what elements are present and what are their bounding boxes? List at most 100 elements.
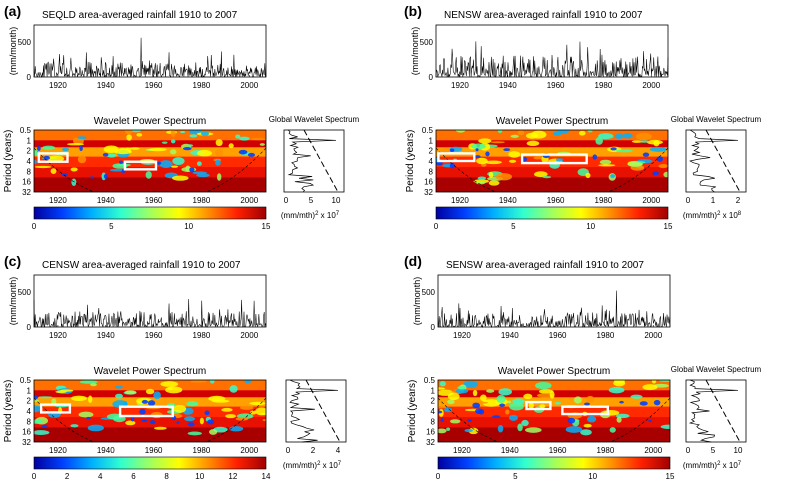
wps-blob: [528, 402, 534, 409]
timeseries-xtick: 1960: [547, 81, 565, 90]
wps-blob-low: [61, 173, 68, 177]
colorbar-tick: 10: [184, 222, 193, 231]
wps-blob-low: [652, 171, 660, 176]
wps-title: Wavelet Power Spectrum: [496, 116, 608, 127]
wps-blob-low: [130, 416, 135, 422]
wps-blob-low: [102, 152, 109, 157]
gws-xtick: 2: [311, 446, 316, 455]
wps-blob: [88, 395, 93, 403]
colorbar-tick: 4: [98, 472, 103, 481]
wps-blob: [262, 418, 266, 422]
wps-blob: [196, 173, 210, 178]
timeseries-ytick: 500: [420, 38, 434, 47]
wps-band: [34, 140, 266, 148]
gws-xlabel-sup: 2: [717, 461, 721, 467]
gws-xtick: 0: [284, 196, 289, 205]
colorbar-tick: 0: [32, 222, 37, 231]
highlight-box: [525, 400, 552, 411]
highlight-box: [37, 152, 69, 163]
wps-blob: [34, 399, 40, 402]
wps-ytick: 0.5: [20, 376, 32, 385]
gws-xlabel-sup: 2: [717, 211, 721, 217]
wps-blob-low: [176, 421, 180, 424]
gws-significance-line: [303, 129, 339, 193]
wps-ytick: 16: [22, 178, 31, 187]
timeseries-title: SENSW area-averaged rainfall 1910 to 200…: [446, 260, 644, 271]
gws-spectrum-line: [689, 129, 739, 193]
wps-blob: [573, 396, 582, 404]
timeseries-xtick: 1920: [451, 81, 469, 90]
wps-ytick: 2: [431, 397, 436, 406]
wps-blob: [447, 392, 460, 401]
wps-axes: [33, 129, 267, 193]
timeseries-xtick: 1940: [499, 81, 517, 90]
gws-xlabel-base: (mm/mth): [683, 211, 718, 220]
wps-blob: [196, 149, 212, 157]
wps-band: [34, 147, 266, 157]
wps-xtick: 1920: [49, 196, 67, 205]
highlight-box: [123, 160, 158, 171]
wps-blob: [446, 427, 451, 431]
colorbar-tick: 5: [513, 472, 518, 481]
wps-blob: [498, 388, 512, 396]
wps-blob-low: [438, 410, 443, 414]
wps-blob: [538, 389, 554, 394]
wps-ytick: 8: [27, 167, 32, 176]
wps-blob-low: [103, 174, 108, 179]
wps-blob: [578, 130, 586, 136]
wps-blob: [642, 384, 658, 391]
wps-xtick: 2000: [644, 446, 662, 455]
colorbar-tick: 15: [666, 472, 675, 481]
timeseries-xtick: 1920: [49, 331, 67, 340]
wps-xtick: 1920: [451, 196, 469, 205]
wps-ytick: 1: [27, 136, 32, 145]
wps-blob: [153, 391, 161, 400]
wps-blob: [229, 426, 244, 432]
wps-blob: [235, 134, 241, 139]
highlight-box: [520, 153, 588, 165]
wps-blob: [42, 145, 56, 150]
wps-blob: [170, 130, 176, 137]
wps-xtick: 2000: [642, 196, 660, 205]
wps-blob: [71, 178, 77, 186]
wps-blob-low: [642, 152, 650, 157]
wps-blob-low: [449, 162, 455, 169]
wps-blob: [235, 417, 249, 421]
wps-ytick: 4: [431, 407, 436, 416]
wps-blob: [215, 148, 224, 157]
wps-xtick: 1960: [145, 446, 163, 455]
wps-blob: [663, 171, 668, 178]
wps-blob-low: [472, 402, 481, 409]
wps-blob: [549, 390, 555, 399]
wps-blob-low: [187, 422, 195, 427]
timeseries-xtick: 1940: [97, 81, 115, 90]
timeseries-ytick: 0: [429, 73, 434, 82]
wps-blob: [439, 381, 446, 387]
timeseries-ylabel: (mm/month): [8, 27, 18, 76]
wps-blob-low: [436, 161, 443, 166]
wps-blob: [34, 430, 50, 436]
timeseries-ylabel: (mm/month): [410, 27, 420, 76]
colorbar: [33, 206, 267, 220]
wps-blob: [508, 159, 517, 163]
wps-blob: [208, 429, 218, 435]
timeseries-axes: [33, 274, 267, 328]
wps-blob-low: [474, 155, 481, 159]
wps-blob: [229, 385, 238, 393]
wps-blob: [114, 385, 124, 389]
wps-xtick: 1920: [453, 446, 471, 455]
wps-blob: [615, 149, 633, 153]
gws-xlabel-sup: 2: [315, 211, 319, 217]
wps-blob: [200, 131, 210, 136]
wps-blob: [530, 130, 547, 139]
gws-spectrum-line: [289, 379, 339, 443]
wps-title: Wavelet Power Spectrum: [94, 366, 206, 377]
wps-blob-low: [86, 416, 91, 420]
timeseries-xtick: 1980: [193, 331, 211, 340]
wps-blob: [209, 380, 215, 384]
wps-blob-low: [485, 151, 490, 157]
wps-blob: [170, 165, 179, 168]
wps-xtick: 1940: [97, 446, 115, 455]
gws-spectrum-line: [688, 379, 739, 443]
wps-blob: [90, 382, 97, 387]
